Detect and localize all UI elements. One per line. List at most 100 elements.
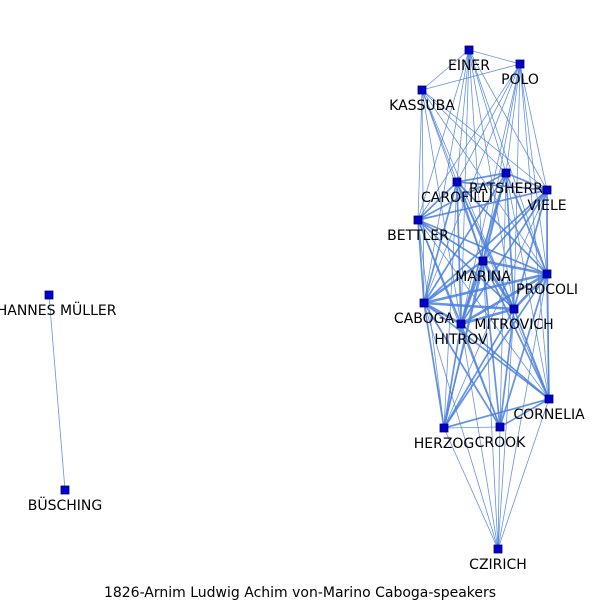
node-kassuba: KASSUBA xyxy=(389,85,455,114)
edge-procoli-herzog xyxy=(443,273,548,429)
node-marker xyxy=(464,45,474,55)
node-label: HERZOG xyxy=(414,436,475,452)
edge-einer-carofilli xyxy=(456,49,470,183)
edge-einer-kassuba xyxy=(421,49,470,91)
edge-polo-procoli xyxy=(519,63,548,275)
node-label: PROCOLI xyxy=(516,282,578,298)
edge-polo-ratsherr xyxy=(505,63,521,174)
node-marker xyxy=(452,177,462,187)
edge-mitrovich-czirich xyxy=(497,308,515,550)
edge-kassuba-viele xyxy=(421,89,548,191)
node-label: RATSHERR xyxy=(469,181,543,197)
edge-bettler-procoli xyxy=(417,219,548,275)
edge-ratsherr-bettler xyxy=(417,172,507,221)
edge-viele-marina xyxy=(482,189,548,262)
edge-einer-bettler xyxy=(417,49,470,221)
edge-procoli-hitrov xyxy=(460,272,548,326)
edge-polo-viele xyxy=(519,63,548,191)
node-marker xyxy=(60,485,70,495)
edge-carofilli-bettler xyxy=(417,181,458,221)
node-marker xyxy=(419,298,429,308)
edge-cornelia-crook xyxy=(499,398,550,428)
node-marker xyxy=(44,290,54,300)
edge-einer-hitrov xyxy=(460,49,470,325)
node-label: CROOK xyxy=(475,435,527,451)
edge-procoli-caboga xyxy=(423,272,548,305)
edge-kassuba-mitrovich xyxy=(421,89,515,310)
edge-carofilli-procoli xyxy=(456,181,548,275)
node-marina: MARINA xyxy=(455,256,511,285)
edge-mitrovich-hitrov xyxy=(460,307,515,326)
edge-johannes_muller-busching xyxy=(48,294,66,491)
edge-carofilli-marina xyxy=(456,181,484,262)
node-marker xyxy=(493,544,503,554)
edge-caboga-czirich xyxy=(423,302,499,550)
edge-marina-herzog xyxy=(443,260,484,429)
node-polo: POLO xyxy=(501,59,539,88)
edge-einer-marina xyxy=(468,49,484,262)
edge-marina-cornelia xyxy=(482,260,550,400)
edge-bettler-caboga xyxy=(417,219,425,304)
node-mitrovich: MITROVICH xyxy=(474,304,554,333)
node-label: CZIRICH xyxy=(469,557,527,573)
edge-kassuba-procoli xyxy=(421,89,548,275)
node-label: VIELE xyxy=(527,198,566,214)
edge-caboga-hitrov xyxy=(423,301,462,326)
edge-mitrovich-crook xyxy=(499,308,515,428)
edge-polo-kassuba xyxy=(421,63,521,91)
node-herzog: HERZOG xyxy=(414,423,475,452)
edge-marina-caboga xyxy=(423,259,484,305)
edge-mitrovich-herzog xyxy=(443,308,515,429)
edge-cornelia-czirich xyxy=(497,398,550,550)
node-czirich: CZIRICH xyxy=(469,544,527,573)
node-marker xyxy=(413,215,423,225)
graph-caption: 1826-Arnim Ludwig Achim von-Marino Cabog… xyxy=(104,585,496,600)
edge-carofilli-ratsherr xyxy=(456,172,507,183)
node-label: BETTLER xyxy=(387,228,449,244)
node-marker xyxy=(501,168,511,178)
edge-kassuba-bettler xyxy=(417,89,423,221)
node-procoli: PROCOLI xyxy=(516,269,578,298)
node-busching: BÜSCHING xyxy=(28,485,103,514)
node-label: CORNELIA xyxy=(513,407,585,423)
node-label: BÜSCHING xyxy=(28,496,103,514)
node-hitrov: HITROV xyxy=(434,319,488,348)
node-crook: CROOK xyxy=(475,422,527,451)
node-ratsherr: RATSHERR xyxy=(469,168,543,197)
edge-ratsherr-viele xyxy=(505,172,548,191)
edge-polo-carofilli xyxy=(456,63,521,183)
node-marker xyxy=(417,85,427,95)
node-marker xyxy=(456,319,466,329)
node-caboga: CABOGA xyxy=(394,298,455,327)
node-label: POLO xyxy=(501,72,539,88)
edge-mitrovich-cornelia xyxy=(513,308,550,400)
edge-procoli-cornelia xyxy=(546,273,550,400)
node-marker xyxy=(542,269,552,279)
edge-polo-cornelia xyxy=(519,63,550,400)
edge-caboga-crook xyxy=(423,302,501,428)
edge-einer-polo xyxy=(468,49,521,65)
node-bettler: BETTLER xyxy=(387,215,449,244)
node-label: MITROVICH xyxy=(474,317,553,333)
edge-crook-czirich xyxy=(497,426,501,550)
edge-carofilli-hitrov xyxy=(456,181,462,325)
node-marker xyxy=(495,422,505,432)
node-cornelia: CORNELIA xyxy=(513,394,585,423)
edge-marina-procoli xyxy=(482,259,548,276)
node-marker xyxy=(439,423,449,433)
node-viele: VIELE xyxy=(527,185,567,214)
edge-hitrov-crook xyxy=(460,323,501,428)
edge-polo-hitrov xyxy=(460,63,521,325)
edge-viele-hitrov xyxy=(460,189,548,325)
edge-caboga-cornelia xyxy=(423,302,550,400)
edge-caboga-mitrovich xyxy=(423,301,515,311)
node-label: MARINA xyxy=(455,269,511,285)
edge-hitrov-herzog xyxy=(443,323,462,429)
edge-herzog-crook xyxy=(443,426,501,429)
node-label: KASSUBA xyxy=(389,98,455,114)
edge-procoli-mitrovich xyxy=(513,273,548,310)
edge-herzog-czirich xyxy=(443,427,499,550)
node-marker xyxy=(509,304,519,314)
node-label: CABOGA xyxy=(394,311,455,327)
